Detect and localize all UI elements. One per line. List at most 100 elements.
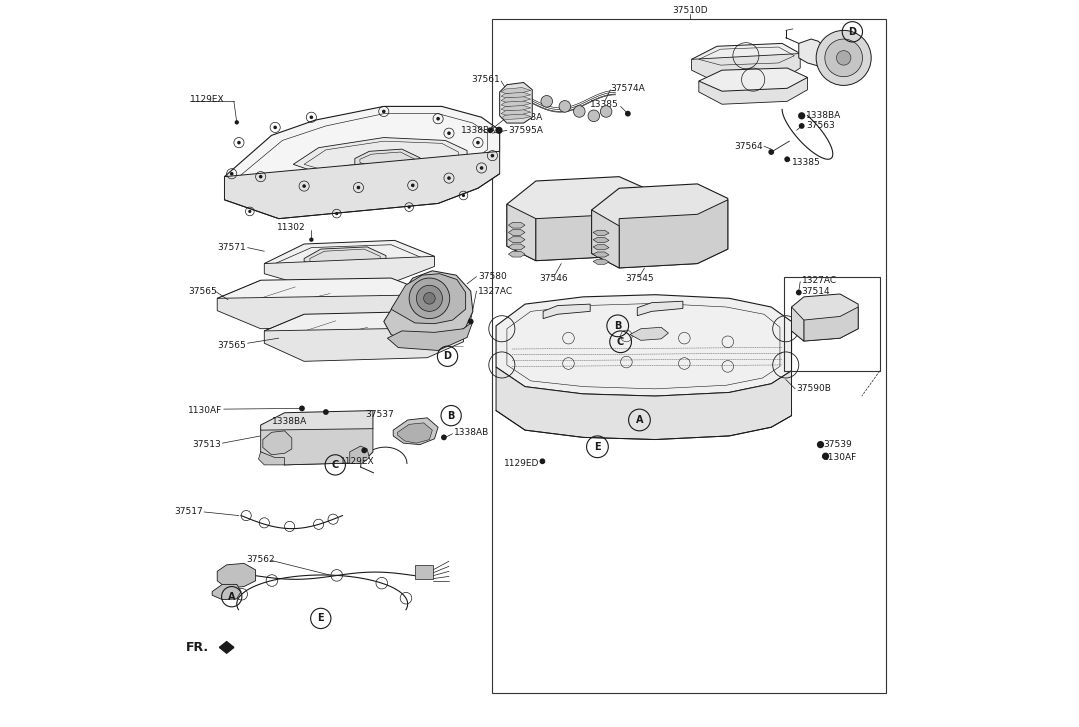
Circle shape (441, 435, 447, 441)
Polygon shape (508, 252, 525, 257)
Circle shape (382, 110, 385, 113)
Circle shape (468, 318, 474, 324)
Circle shape (310, 116, 313, 119)
Polygon shape (259, 452, 285, 465)
Polygon shape (501, 113, 531, 119)
Polygon shape (355, 149, 420, 172)
Polygon shape (508, 237, 525, 243)
Circle shape (447, 176, 451, 180)
Polygon shape (508, 230, 525, 236)
Circle shape (234, 120, 238, 124)
Text: 13385: 13385 (590, 100, 619, 109)
Text: 1129ED: 1129ED (504, 459, 540, 468)
Text: 1338BA: 1338BA (272, 417, 306, 426)
Circle shape (491, 154, 494, 158)
Polygon shape (387, 321, 473, 350)
Text: 1130AF: 1130AF (188, 406, 222, 415)
Polygon shape (415, 565, 433, 579)
Polygon shape (804, 307, 858, 341)
Text: 1338BA: 1338BA (508, 113, 544, 121)
Polygon shape (536, 200, 652, 261)
Circle shape (476, 141, 480, 145)
Polygon shape (219, 642, 234, 648)
Polygon shape (699, 78, 807, 104)
Polygon shape (224, 151, 500, 219)
Circle shape (768, 149, 774, 155)
Text: 37574A: 37574A (611, 84, 645, 93)
Polygon shape (792, 307, 804, 341)
Polygon shape (213, 585, 241, 600)
Polygon shape (217, 563, 256, 588)
Polygon shape (391, 273, 466, 324)
Polygon shape (217, 294, 435, 329)
Polygon shape (798, 39, 836, 68)
Polygon shape (792, 294, 858, 341)
Polygon shape (293, 137, 467, 177)
Circle shape (447, 132, 451, 135)
Text: 1338BA: 1338BA (806, 111, 842, 120)
Polygon shape (593, 245, 609, 250)
Circle shape (323, 409, 329, 415)
Polygon shape (593, 238, 609, 243)
Text: E: E (317, 614, 324, 624)
Text: FR.: FR. (186, 641, 209, 654)
Bar (492, 20, 887, 693)
Polygon shape (593, 252, 609, 257)
Circle shape (237, 141, 241, 145)
Circle shape (817, 441, 824, 449)
Polygon shape (501, 109, 531, 115)
Polygon shape (507, 177, 652, 261)
Circle shape (796, 289, 802, 295)
Text: D: D (443, 351, 451, 361)
Circle shape (480, 166, 483, 170)
Circle shape (230, 172, 233, 175)
Text: 1338AB: 1338AB (454, 427, 489, 437)
Text: 1129EX: 1129EX (340, 457, 375, 466)
Text: 37590B: 37590B (796, 385, 832, 393)
Circle shape (798, 123, 805, 129)
Polygon shape (496, 294, 792, 396)
Text: 37539: 37539 (823, 440, 852, 449)
Polygon shape (264, 257, 435, 285)
Circle shape (436, 117, 440, 121)
Circle shape (462, 194, 465, 197)
Polygon shape (397, 423, 433, 443)
Circle shape (411, 183, 414, 187)
Circle shape (424, 292, 435, 304)
Text: 37580: 37580 (478, 272, 507, 281)
Polygon shape (384, 270, 473, 342)
Polygon shape (496, 367, 792, 440)
Text: 1130AF: 1130AF (823, 453, 858, 462)
Circle shape (248, 210, 251, 213)
Text: 37545: 37545 (625, 273, 654, 283)
Text: B: B (448, 411, 455, 421)
Text: B: B (614, 321, 622, 331)
Polygon shape (224, 106, 500, 191)
Polygon shape (350, 446, 369, 463)
Bar (784, 276, 879, 371)
Circle shape (357, 185, 360, 189)
Text: 37513: 37513 (192, 440, 221, 449)
Polygon shape (336, 164, 373, 180)
Text: 1327AC: 1327AC (478, 286, 514, 296)
Polygon shape (501, 105, 531, 111)
Circle shape (495, 126, 503, 134)
Polygon shape (591, 184, 728, 268)
Circle shape (408, 206, 411, 209)
Polygon shape (261, 411, 373, 441)
Polygon shape (638, 301, 683, 316)
Polygon shape (219, 648, 234, 653)
Circle shape (559, 100, 571, 112)
Text: 37595A: 37595A (508, 126, 543, 134)
Text: 1338BA: 1338BA (461, 126, 496, 134)
Polygon shape (692, 44, 801, 68)
Polygon shape (393, 418, 438, 445)
Polygon shape (264, 327, 464, 361)
Polygon shape (501, 100, 531, 106)
Polygon shape (692, 54, 801, 82)
Polygon shape (699, 68, 807, 91)
Text: E: E (595, 442, 601, 451)
Circle shape (336, 212, 339, 215)
Circle shape (310, 238, 314, 242)
Text: 37561: 37561 (470, 75, 500, 84)
